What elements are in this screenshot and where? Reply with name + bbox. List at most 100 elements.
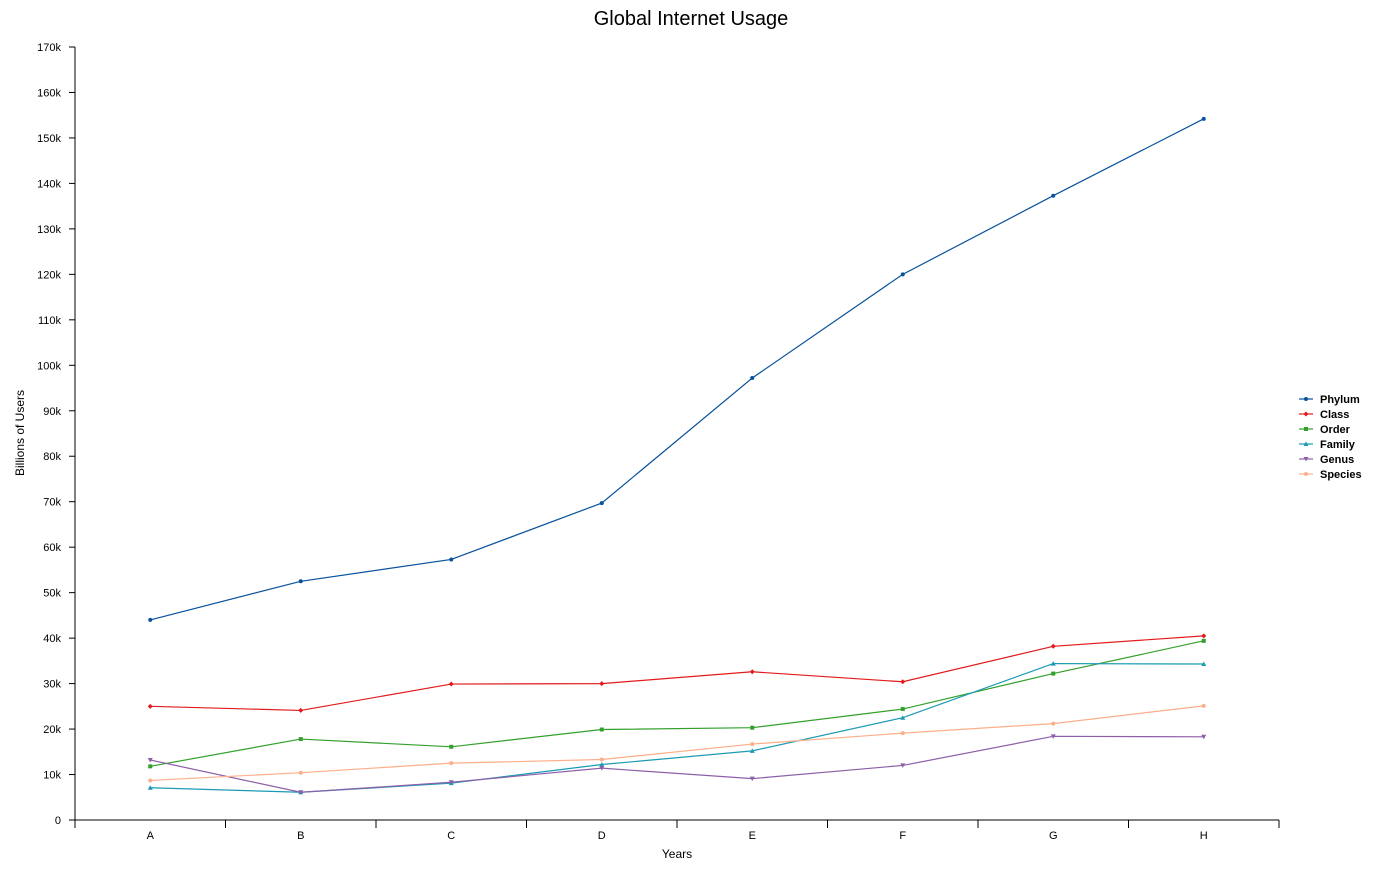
data-point-order [148,764,153,769]
legend-label: Species [1320,469,1362,481]
data-point-species [750,742,755,747]
y-tick-label: 90k [43,406,61,418]
data-point-genus [1201,734,1207,740]
data-point-species [298,770,303,775]
series-phylum [148,116,1206,622]
legend-label: Order [1320,424,1351,436]
legend-item-phylum: Phylum [1299,394,1360,406]
data-point-genus [448,780,454,785]
legend-item-order: Order [1299,424,1351,436]
y-tick-label: 170k [37,42,61,54]
chart-title: Global Internet Usage [594,8,789,30]
y-tick-label: 110k [38,315,62,327]
data-point-phylum [298,579,303,584]
legend: Phylum Class Order Family Genus Species [1299,394,1362,481]
data-point-genus [298,790,304,795]
series-genus [147,734,1207,795]
y-tick-label: 50k [43,588,61,600]
data-point-phylum [1051,193,1056,198]
y-tick-label: 0 [55,815,61,827]
legend-marker [1303,411,1309,417]
data-point-genus [900,763,906,768]
data-point-phylum [1201,116,1206,121]
data-point-phylum [148,617,153,622]
y-tick-label: 20k [43,724,61,736]
legend-item-family: Family [1299,439,1356,451]
data-point-phylum [750,376,755,381]
legend-label: Genus [1320,454,1354,466]
x-tick-label: H [1200,830,1208,842]
y-tick-label: 60k [43,542,61,554]
y-tick-label: 140k [37,178,61,190]
y-tick-label: 40k [43,633,61,645]
series-order [148,638,1206,769]
data-point-genus [749,776,755,782]
data-point-family [1201,661,1207,667]
x-tick-label: A [147,830,155,842]
data-point-order [1051,671,1056,676]
legend-label: Class [1320,409,1349,421]
y-tick-label: 120k [37,269,61,281]
data-point-family [599,762,605,767]
y-tick-label: 30k [43,679,61,691]
data-point-class [147,703,153,709]
series-class [147,633,1207,713]
series-line-species [150,705,1204,782]
data-point-genus [599,766,605,771]
data-point-species [1201,703,1206,708]
data-point-phylum [900,272,905,277]
data-point-class [749,669,755,675]
data-point-species [1051,721,1056,726]
data-point-family [900,715,906,720]
series-line-phylum [150,118,1205,621]
series-line-genus [150,735,1204,793]
legend-marker [1304,427,1308,431]
y-axis-title: Billions of Users [13,390,27,476]
y-tick-label: 150k [37,133,61,145]
series-species [148,703,1206,783]
legend-label: Phylum [1320,394,1360,406]
data-point-order [449,744,454,749]
y-tick-label: 10k [43,770,61,782]
data-point-phylum [449,557,454,562]
y-tick-label: 160k [37,87,61,99]
data-point-class [1201,633,1207,639]
data-point-class [1050,643,1056,649]
data-point-class [298,707,304,713]
y-axis: 0 10k 20k 30k 40k 50k 60k 70k 80k 90k 100k 110k 120k… [37,42,76,827]
data-point-order [599,727,604,732]
data-point-class [599,681,605,687]
legend-label: Family [1320,439,1356,451]
data-point-family [147,785,153,790]
legend-marker [1303,441,1309,446]
data-point-order [298,737,303,742]
data-point-order [750,725,755,730]
data-point-species [599,757,604,762]
x-axis-title: Years [662,847,692,861]
x-tick-label: C [447,830,455,842]
data-point-order [1201,638,1206,643]
legend-item-genus: Genus [1299,454,1354,466]
x-tick-label: B [297,830,304,842]
x-tick-label: G [1049,830,1058,842]
y-tick-label: 130k [37,224,61,236]
data-point-species [900,731,905,736]
data-point-class [448,681,454,687]
legend-marker [1303,457,1309,462]
y-tick-label: 100k [37,360,61,372]
x-tick-label: F [899,830,906,842]
x-tick-label: D [598,830,606,842]
x-axis: A B C D E F G H [74,819,1280,842]
x-tick-label: E [749,830,756,842]
legend-item-species: Species [1299,469,1362,481]
y-tick-label: 80k [43,451,61,463]
data-point-genus [147,757,153,763]
legend-marker [1304,397,1308,401]
series-line-order [150,640,1204,767]
y-tick-label: 70k [43,497,61,509]
data-point-order [900,707,905,712]
data-point-genus [1050,734,1056,739]
series-group [147,116,1207,795]
data-point-species [449,761,454,766]
